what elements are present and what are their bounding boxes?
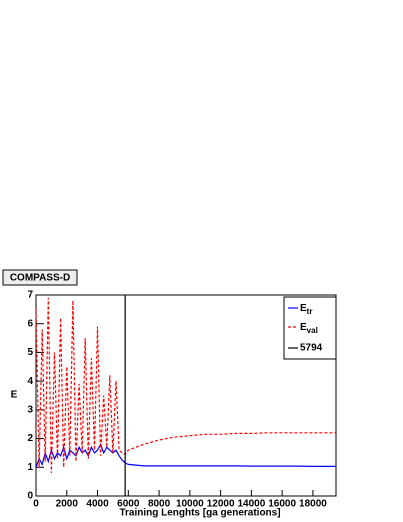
legend-name: E [300, 303, 307, 314]
x-tick-label: 6000 [117, 499, 140, 510]
chart-title: COMPASS-D [10, 273, 70, 284]
legend-subscript: tr [307, 307, 313, 316]
y-tick-label: 0 [27, 491, 33, 502]
plot-frame [35, 294, 337, 497]
legend-name: E [300, 322, 307, 333]
y-tick-label: 1 [27, 462, 33, 473]
legend-box [283, 296, 337, 360]
legend-label: Etr [300, 303, 312, 316]
x-tick-label: 14000 [237, 499, 265, 510]
x-tick-label: 16000 [268, 499, 296, 510]
legend-label: Eval [300, 322, 318, 335]
y-tick-label: 6 [27, 318, 33, 329]
y-tick-label: 7 [27, 290, 33, 301]
series-line [35, 297, 336, 474]
y-tick-label: 4 [27, 376, 33, 387]
legend-subscript: val [307, 326, 318, 335]
y-tick-label: 2 [27, 433, 33, 444]
title-box [2, 269, 78, 286]
y-tick-label: 5 [27, 347, 33, 358]
x-tick-label: 2000 [56, 499, 79, 510]
x-tick-label: 4000 [86, 499, 109, 510]
y-tick-label: 3 [27, 404, 33, 415]
x-axis-label: Training Lenghts [ga generations] [119, 508, 280, 519]
y-axis-label: E [11, 390, 18, 401]
series-line [35, 442, 336, 468]
x-tick-label: 8000 [148, 499, 171, 510]
x-tick-label: 12000 [207, 499, 235, 510]
x-tick-label: 10000 [176, 499, 204, 510]
legend-label: 5794 [300, 343, 323, 354]
x-tick-label: 18000 [299, 499, 327, 510]
x-tick-label: 0 [33, 499, 39, 510]
